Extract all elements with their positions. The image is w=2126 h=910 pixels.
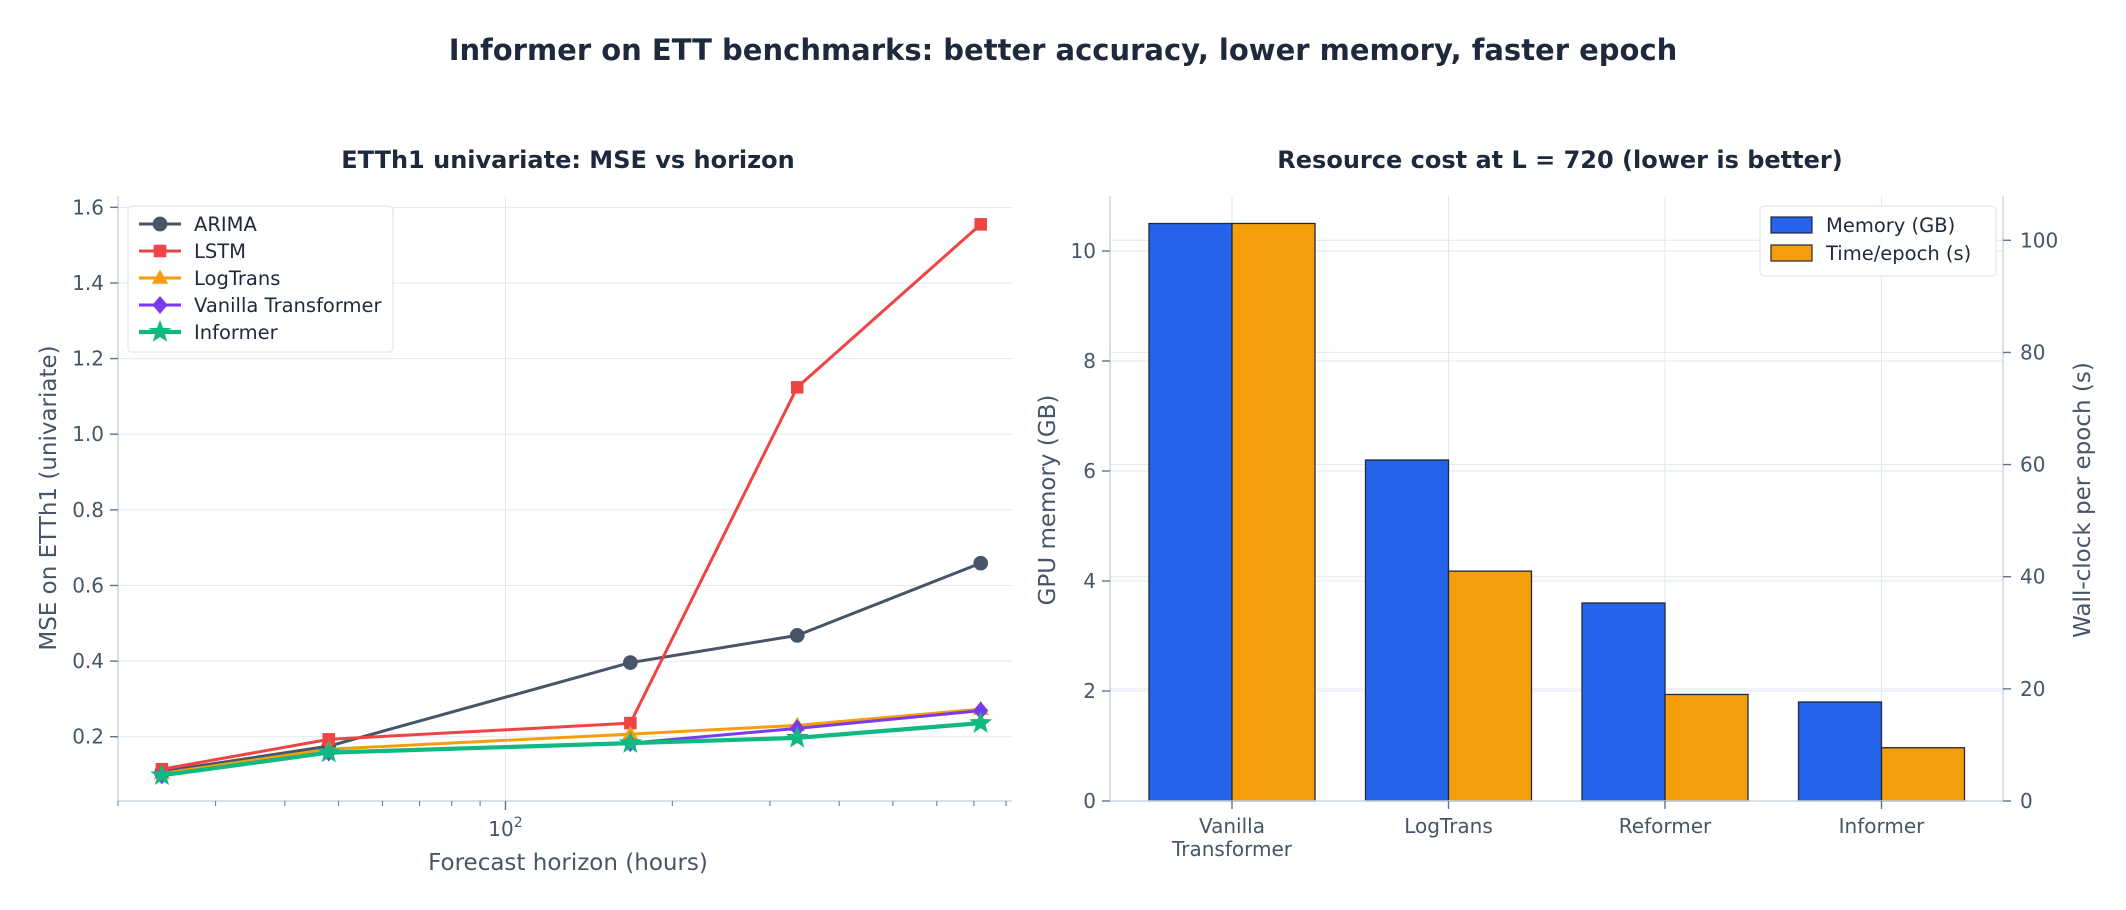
line-chart-ytick-label: 1.4: [72, 271, 104, 295]
line-chart-ticks: 102 0.2 0.4 0.6 0.8 1.0 1.2 1.4 1.6: [72, 195, 1007, 841]
series-informer: [150, 711, 993, 786]
bar-chart-y2tick-label: 0: [2020, 789, 2033, 813]
series-line-informer: [161, 721, 981, 778]
series-line-arima: [161, 561, 982, 773]
line-chart-series: [150, 218, 993, 786]
bar-chart-y2tick-label: 40: [2020, 565, 2045, 589]
series-point-informer: [785, 725, 809, 748]
legend-swatch-time-epoch-s: [1770, 244, 1813, 262]
bar-chart-xtick-label: Vanilla Transformer: [1171, 814, 1293, 861]
series-point-informer: [969, 711, 993, 733]
line-chart-ytick-label: 0.8: [72, 498, 104, 522]
line-chart-xtick-label: 102: [488, 815, 522, 841]
bar-time-epoch-s: [1880, 747, 1966, 802]
line-chart-panel: ETTh1 univariate: MSE vs horizon 102 0.2 0…: [36, 146, 1012, 876]
series-point-lstm: [624, 716, 637, 730]
legend-label-time-epoch-s: Time/epoch (s): [1825, 242, 1971, 265]
bar-chart-xtick-label: LogTrans: [1404, 814, 1493, 838]
series-point-arima: [973, 555, 989, 571]
bar-chart-legend-box: [1759, 205, 1997, 277]
bar-chart-legend: Memory (GB) Time/epoch (s): [1759, 205, 1997, 277]
line-chart-grid: [118, 196, 1012, 801]
legend-label-arima: ARIMA: [194, 213, 257, 236]
bar-chart-ytick-label: 2: [1083, 679, 1096, 703]
bar-memory-gb: [1581, 602, 1666, 802]
series-point-informer: [618, 731, 642, 753]
bar-chart-axes: [1109, 196, 2004, 802]
bar-chart-y2tick-label: 20: [2020, 677, 2045, 701]
bar-chart-ytick-label: 10: [1071, 239, 1096, 263]
bar-chart-ytick-label: 8: [1083, 349, 1096, 373]
legend-label-memory-gb: Memory (GB): [1826, 214, 1955, 237]
series-point-lstm: [790, 381, 804, 394]
bar-chart-y2tick-label: 80: [2020, 340, 2045, 364]
line-chart-axes: [117, 196, 1012, 802]
series-point-vanilla-transformer: [973, 701, 989, 720]
bar-chart-xtick-label: Informer: [1839, 814, 1926, 838]
figure-title: Informer on ETT benchmarks: better accur…: [449, 33, 1678, 67]
line-chart-ytick-label: 0.6: [72, 573, 104, 597]
series-logtrans: [153, 700, 989, 780]
legend-marker-informer: [148, 319, 172, 342]
bar-chart-bars: [1148, 222, 1966, 802]
line-chart-ytick-label: 1.2: [72, 347, 104, 371]
bar-chart-ytick-label: 0: [1083, 789, 1096, 813]
line-chart-ytick-label: 0.2: [72, 725, 104, 749]
line-chart-title: ETTh1 univariate: MSE vs horizon: [341, 146, 794, 174]
line-chart-ytick-label: 1.0: [72, 422, 104, 446]
bar-chart-xtick-label: Reformer: [1619, 814, 1712, 838]
bar-chart-title: Resource cost at L = 720 (lower is bette…: [1277, 146, 1842, 174]
bar-chart-ylabel: GPU memory (GB): [1035, 395, 1061, 606]
legend-label-lstm: LSTM: [194, 240, 246, 263]
bar-time-epoch-s: [1447, 570, 1533, 802]
bar-chart-panel: Resource cost at L = 720 (lower is bette…: [1035, 146, 2096, 861]
series-point-lstm: [322, 733, 336, 746]
series-point-lstm: [974, 218, 987, 231]
line-chart-ytick-label: 1.6: [72, 195, 104, 219]
legend-label-vanilla-transformer: Vanilla Transformer: [194, 294, 383, 317]
line-chart-ytick-label: 0.4: [72, 649, 104, 673]
legend-label-informer: Informer: [194, 321, 279, 344]
legend-marker-logtrans: [151, 269, 169, 284]
bar-memory-gb: [1797, 701, 1883, 802]
bar-chart-y2tick-label: 100: [2020, 228, 2058, 252]
bar-time-epoch-s: [1231, 222, 1316, 802]
legend-swatch-memory-gb: [1770, 216, 1813, 234]
line-chart-legend-box: [127, 205, 394, 353]
legend-marker-arima: [152, 216, 168, 232]
line-chart-legend: ARIMA LSTM LogTrans Vanilla Transformer Info…: [127, 205, 394, 353]
bar-chart-ytick-label: 6: [1083, 459, 1096, 483]
bar-memory-gb: [1364, 459, 1450, 802]
bar-chart-y2tick-label: 60: [2020, 453, 2045, 477]
series-point-informer: [317, 740, 341, 763]
bar-chart-y2label: Wall-clock per epoch (s): [2070, 362, 2096, 638]
series-point-arima: [623, 655, 638, 670]
bar-memory-gb: [1148, 222, 1233, 802]
series-point-informer: [150, 763, 174, 786]
bar-chart-ytick-label: 4: [1083, 569, 1096, 593]
legend-marker-lstm: [153, 244, 167, 258]
line-chart-ylabel: MSE on ETTh1 (univariate): [36, 345, 62, 650]
line-chart-xlabel: Forecast horizon (hours): [428, 850, 708, 876]
series-point-arima: [789, 628, 805, 643]
legend-marker-vanilla-transformer: [152, 295, 168, 315]
series-line-logtrans: [161, 707, 981, 775]
bar-time-epoch-s: [1664, 693, 1749, 802]
legend-label-logtrans: LogTrans: [194, 267, 280, 290]
series-lstm: [155, 218, 987, 776]
